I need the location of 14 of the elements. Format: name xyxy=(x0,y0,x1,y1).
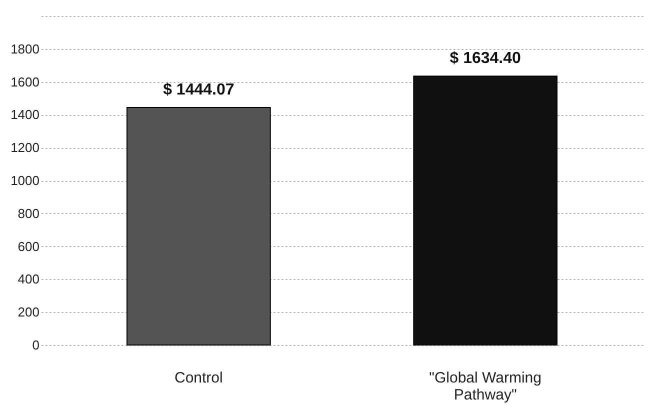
y-tick-label: 0 xyxy=(32,338,40,352)
data-label: $ 1634.40 xyxy=(450,50,522,68)
y-tick-label: 1800 xyxy=(10,41,40,56)
y-tick-label: 1600 xyxy=(10,74,40,90)
y-tick-label: 200 xyxy=(18,304,40,320)
y-tick-label: 400 xyxy=(18,272,40,287)
x-tick-label: Control xyxy=(174,370,223,386)
y-tick-label: 1400 xyxy=(10,107,40,122)
y-tick-label: 600 xyxy=(18,238,40,254)
y-tick-label: 1000 xyxy=(10,173,40,188)
y-tick-label: 1200 xyxy=(10,140,40,156)
data-label: $ 1444.07 xyxy=(163,81,234,98)
y-tick-label: 800 xyxy=(18,206,40,221)
x-tick-label: "Global Warming Pathway" xyxy=(429,370,542,404)
